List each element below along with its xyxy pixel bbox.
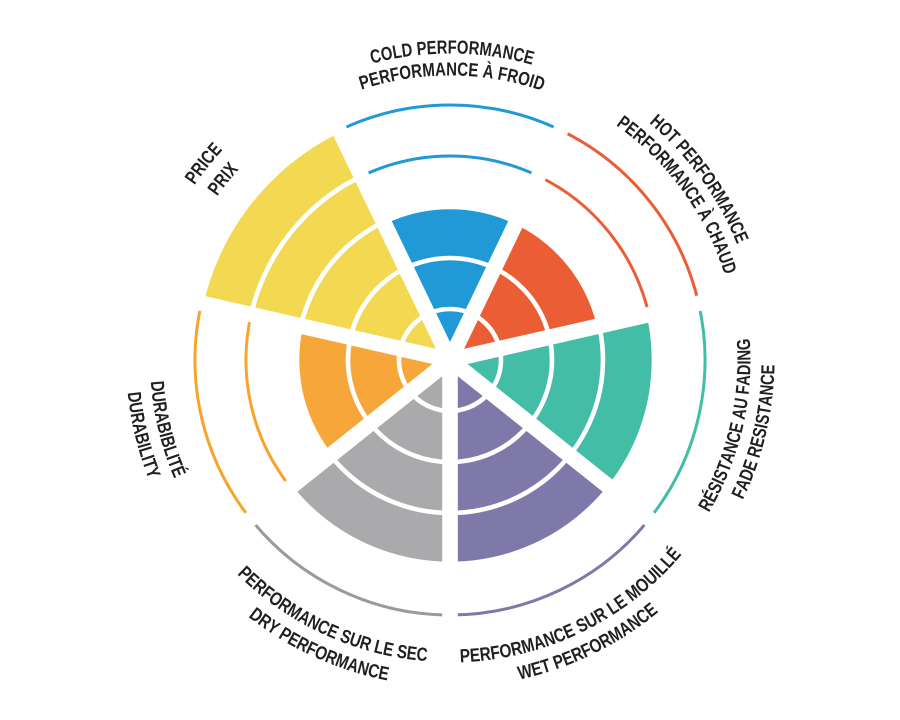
svg-text:E: E (468, 59, 480, 81)
svg-text:P: P (416, 38, 428, 60)
svg-text:M: M (519, 633, 537, 658)
svg-text:A: A (733, 374, 755, 386)
svg-text:B: B (152, 420, 175, 435)
svg-text:D: D (123, 391, 145, 404)
svg-text:E: E (377, 661, 391, 685)
svg-text:C: C (457, 59, 469, 81)
svg-text:R: R (410, 60, 423, 82)
svg-text:O: O (379, 42, 395, 65)
svg-text:M: M (422, 59, 436, 81)
svg-text:O: O (516, 67, 533, 90)
svg-text:I: I (137, 453, 158, 463)
svg-text:N: N (734, 350, 755, 361)
svg-text:R: R (468, 37, 480, 59)
svg-text:L: L (391, 41, 404, 63)
svg-text:E: E (426, 37, 437, 59)
svg-text:R: R (149, 400, 172, 414)
svg-text:F: F (448, 37, 457, 58)
svg-text:À: À (482, 61, 496, 83)
svg-text:R: R (377, 65, 392, 88)
svg-text:A: A (728, 407, 751, 421)
svg-text:F: F (496, 63, 509, 85)
svg-text:D: D (400, 39, 414, 61)
svg-text:A: A (490, 40, 504, 63)
svg-text:F: F (388, 63, 401, 85)
svg-text:E: E (405, 641, 418, 664)
svg-text:P: P (459, 644, 470, 666)
svg-text:S: S (749, 426, 772, 440)
svg-text:D: D (733, 364, 755, 375)
svg-text:A: A (755, 394, 777, 407)
svg-text:U: U (124, 401, 147, 415)
svg-text:A: A (150, 410, 173, 425)
svg-text:S: S (395, 640, 409, 663)
svg-text:I: I (162, 452, 183, 463)
svg-text:E: E (725, 420, 748, 434)
svg-text:R: R (505, 65, 520, 88)
svg-text:T: T (753, 404, 775, 417)
svg-text:N: N (501, 41, 515, 64)
svg-text:I: I (155, 430, 177, 439)
svg-text:R: R (436, 37, 447, 58)
svg-text:A: A (128, 421, 151, 436)
svg-text:G: G (733, 338, 755, 351)
svg-text:C: C (368, 45, 383, 68)
svg-text:I: I (133, 441, 155, 451)
svg-text:I: I (751, 422, 773, 430)
svg-text:U: U (730, 397, 753, 411)
svg-text:D: D (146, 380, 168, 393)
svg-text:M: M (478, 38, 493, 60)
svg-text:F: F (489, 641, 502, 664)
svg-text:C: C (416, 643, 429, 666)
svg-text:S: S (751, 412, 774, 426)
svg-text:O: O (456, 37, 468, 59)
svg-text:E: E (381, 637, 396, 661)
svg-text:B: B (130, 431, 153, 447)
svg-text:C: C (511, 44, 526, 67)
svg-text:C: C (366, 659, 382, 683)
svg-text:F: F (732, 384, 754, 395)
svg-text:W: W (515, 659, 535, 684)
svg-text:R: R (478, 642, 492, 665)
svg-text:E: E (757, 364, 778, 375)
svg-text:N: N (446, 59, 457, 80)
svg-text:A: A (435, 59, 447, 80)
svg-text:I: I (527, 70, 537, 91)
svg-text:I: I (734, 360, 755, 364)
svg-text:C: C (757, 374, 779, 386)
svg-text:R: R (126, 411, 149, 425)
svg-text:E: E (469, 643, 481, 666)
svg-text:R: R (509, 636, 525, 660)
svg-text:N: N (756, 384, 778, 397)
svg-text:U: U (147, 390, 169, 403)
svg-text:O: O (398, 62, 413, 85)
svg-text:O: O (497, 639, 513, 663)
